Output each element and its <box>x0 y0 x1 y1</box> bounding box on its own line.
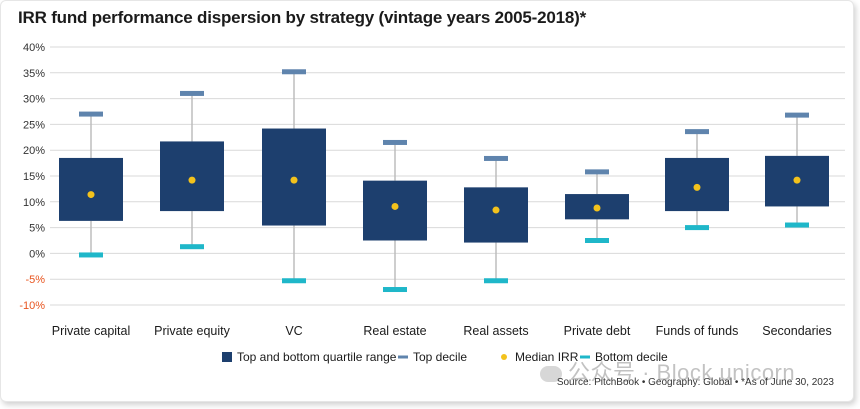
category-label: Real assets <box>463 324 528 338</box>
median-dot <box>290 176 298 184</box>
quartile-box <box>160 141 224 212</box>
bottom-decile-marker <box>79 252 103 258</box>
y-tick-label: 0% <box>29 248 45 260</box>
median-dot <box>693 183 701 191</box>
y-tick-label: 25% <box>23 119 45 131</box>
y-tick-label: 15% <box>23 171 45 183</box>
category-label: Private debt <box>564 324 631 338</box>
quartile-box <box>59 157 123 221</box>
quartile-box <box>363 180 427 241</box>
y-tick-label: 35% <box>23 68 45 80</box>
median-dot <box>492 206 500 214</box>
median-dot <box>391 202 399 210</box>
bottom-decile-marker <box>180 244 204 250</box>
source-note: Source: PitchBook • Geography: Global • … <box>556 377 834 388</box>
legend-label: Bottom decile <box>595 350 668 364</box>
y-tick-label: 5% <box>29 223 45 235</box>
legend-label: Median IRR <box>515 350 579 364</box>
y-tick-label: -10% <box>19 300 45 312</box>
category-label: Real estate <box>363 324 426 338</box>
y-tick-label: -5% <box>25 274 45 286</box>
bottom-decile-marker <box>383 287 407 293</box>
top-decile-marker <box>180 90 204 96</box>
median-dot <box>793 176 801 184</box>
category-label: Secondaries <box>762 324 832 338</box>
y-tick-label: 40% <box>23 42 45 54</box>
legend-swatch-bottom-decile <box>580 355 590 359</box>
y-tick-label: 10% <box>23 197 45 209</box>
category-label: Private capital <box>52 324 131 338</box>
category-label: Funds of funds <box>656 324 739 338</box>
watermark: 公众号 · Block unicorn <box>540 355 795 387</box>
chart-title: IRR fund performance dispersion by strat… <box>18 8 586 27</box>
y-tick-label: 20% <box>23 145 45 157</box>
category-label: Private equity <box>154 324 230 338</box>
top-decile-marker <box>282 69 306 75</box>
legend-label: Top decile <box>413 350 467 364</box>
legend-swatch-median <box>501 354 507 360</box>
bottom-decile-marker <box>785 222 809 228</box>
watermark-text: 公众号 · Block unicorn <box>568 360 796 385</box>
legend-swatch-top-decile <box>398 355 408 359</box>
quartile-box <box>464 187 528 243</box>
category-label: VC <box>285 324 302 338</box>
median-dot <box>188 176 196 184</box>
top-decile-marker <box>383 139 407 145</box>
wechat-icon <box>540 366 562 383</box>
bottom-decile-marker <box>585 238 609 243</box>
top-decile-marker <box>685 129 709 135</box>
median-dot <box>593 204 601 212</box>
y-tick-label: 30% <box>23 94 45 106</box>
legend-label: Top and bottom quartile range <box>237 350 397 364</box>
bottom-decile-marker <box>484 278 508 284</box>
top-decile-marker <box>585 169 609 175</box>
top-decile-marker <box>79 111 103 117</box>
top-decile-marker <box>785 112 809 118</box>
bottom-decile-marker <box>282 278 306 284</box>
median-dot <box>87 191 95 199</box>
top-decile-marker <box>484 155 508 161</box>
bottom-decile-marker <box>685 225 709 231</box>
legend-swatch-range <box>222 352 232 362</box>
